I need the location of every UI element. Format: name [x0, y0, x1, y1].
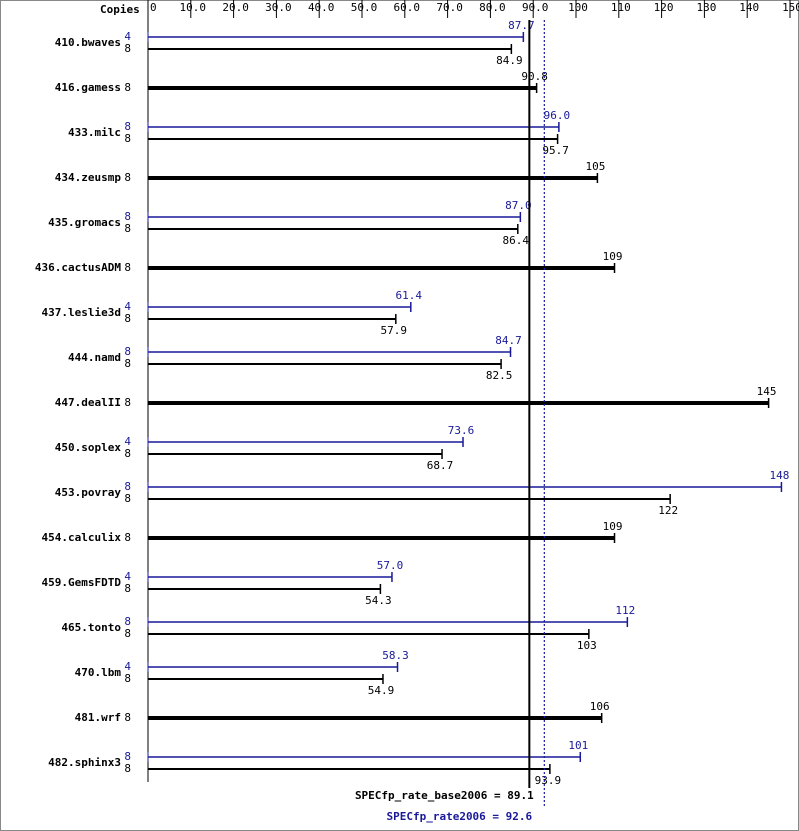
- x-tick-label: 20.0: [222, 1, 249, 14]
- x-tick-label: 130: [696, 1, 716, 14]
- x-tick-label: 70.0: [436, 1, 463, 14]
- reference-label: SPECfp_rate_base2006 = 89.1: [355, 789, 534, 802]
- x-tick-label: 80.0: [479, 1, 506, 14]
- copies-label: 8: [124, 396, 131, 409]
- benchmark-label: 435.gromacs: [48, 216, 121, 229]
- value-label: 122: [658, 504, 678, 517]
- copies-label: 8: [124, 210, 131, 223]
- value-label: 84.7: [495, 334, 522, 347]
- copies-label: 8: [124, 711, 131, 724]
- value-label: 58.3: [382, 649, 409, 662]
- copies-label: 8: [124, 132, 131, 145]
- benchmark-label: 434.zeusmp: [55, 171, 122, 184]
- copies-label: 4: [124, 30, 131, 43]
- value-label: 84.9: [496, 54, 523, 67]
- value-label: 145: [757, 385, 777, 398]
- benchmark-label: 416.gamess: [55, 81, 121, 94]
- x-tick-label: 110: [611, 1, 631, 14]
- x-tick-label: 140: [739, 1, 759, 14]
- x-tick-label: 120: [654, 1, 674, 14]
- copies-label: 4: [124, 660, 131, 673]
- value-label: 54.9: [368, 684, 395, 697]
- x-tick-label: 30.0: [265, 1, 292, 14]
- copies-label: 8: [124, 357, 131, 370]
- value-label: 109: [603, 520, 623, 533]
- copies-label: 8: [124, 261, 131, 274]
- copies-label: 8: [124, 582, 131, 595]
- benchmark-label: 447.dealII: [55, 396, 121, 409]
- x-tick-label: 90.0: [522, 1, 549, 14]
- benchmark-label: 437.leslie3d: [42, 306, 121, 319]
- copies-label: 8: [124, 120, 131, 133]
- x-tick-label: 0: [150, 1, 157, 14]
- benchmark-label: 482.sphinx3: [48, 756, 121, 769]
- copies-label: 8: [124, 81, 131, 94]
- benchmark-label: 453.povray: [55, 486, 122, 499]
- value-label: 112: [615, 604, 635, 617]
- benchmark-label: 470.lbm: [75, 666, 122, 679]
- x-tick-label: 150: [782, 1, 799, 14]
- x-tick-label: 100: [568, 1, 588, 14]
- benchmark-label: 454.calculix: [42, 531, 122, 544]
- copies-label: 8: [124, 627, 131, 640]
- copies-label: 8: [124, 750, 131, 763]
- benchmark-label: 459.GemsFDTD: [42, 576, 122, 589]
- value-label: 93.9: [535, 774, 562, 787]
- benchmark-label: 444.namd: [68, 351, 121, 364]
- value-label: 82.5: [486, 369, 513, 382]
- copies-label: 8: [124, 531, 131, 544]
- copies-label: 8: [124, 171, 131, 184]
- benchmark-label: 481.wrf: [75, 711, 121, 724]
- copies-label: 8: [124, 480, 131, 493]
- copies-label: 8: [124, 615, 131, 628]
- x-tick-label: 40.0: [308, 1, 335, 14]
- copies-label: 8: [124, 672, 131, 685]
- copies-label: 4: [124, 300, 131, 313]
- benchmark-label: 450.soplex: [55, 441, 122, 454]
- value-label: 148: [770, 469, 790, 482]
- copies-label: 8: [124, 345, 131, 358]
- x-tick-label: 50.0: [351, 1, 378, 14]
- value-label: 96.0: [544, 109, 571, 122]
- copies-label: 4: [124, 570, 131, 583]
- copies-label: 8: [124, 42, 131, 55]
- value-label: 86.4: [503, 234, 530, 247]
- copies-label: 8: [124, 492, 131, 505]
- copies-label: 4: [124, 435, 131, 448]
- value-label: 57.9: [381, 324, 408, 337]
- x-tick-label: 60.0: [394, 1, 421, 14]
- value-label: 68.7: [427, 459, 454, 472]
- value-label: 90.8: [521, 70, 548, 83]
- value-label: 87.7: [508, 19, 535, 32]
- copies-header: Copies: [100, 3, 140, 16]
- copies-label: 8: [124, 312, 131, 325]
- value-label: 105: [585, 160, 605, 173]
- copies-label: 8: [124, 447, 131, 460]
- value-label: 101: [568, 739, 588, 752]
- value-label: 95.7: [542, 144, 569, 157]
- reference-label: SPECfp_rate2006 = 92.6: [386, 810, 532, 823]
- x-tick-label: 10.0: [180, 1, 207, 14]
- value-label: 106: [590, 700, 610, 713]
- value-label: 73.6: [448, 424, 475, 437]
- value-label: 61.4: [396, 289, 423, 302]
- benchmark-label: 410.bwaves: [55, 36, 121, 49]
- benchmark-label: 465.tonto: [61, 621, 121, 634]
- value-label: 57.0: [377, 559, 404, 572]
- value-label: 87.0: [505, 199, 532, 212]
- benchmark-label: 433.milc: [68, 126, 121, 139]
- value-label: 109: [603, 250, 623, 263]
- copies-label: 8: [124, 762, 131, 775]
- benchmark-label: 436.cactusADM: [35, 261, 121, 274]
- value-label: 103: [577, 639, 597, 652]
- copies-label: 8: [124, 222, 131, 235]
- value-label: 54.3: [365, 594, 392, 607]
